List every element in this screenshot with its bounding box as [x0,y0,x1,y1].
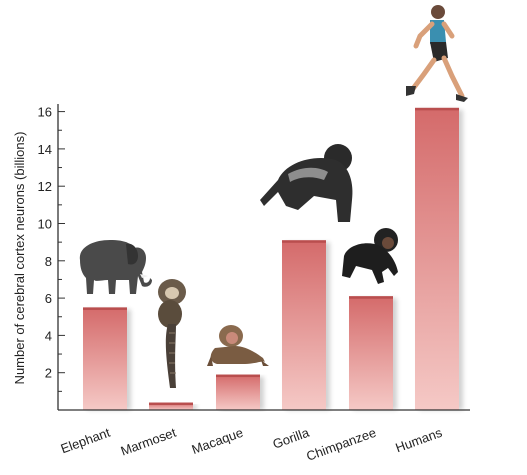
x-tick-label: Macaque [190,425,245,457]
y-tick-label: 6 [45,291,52,306]
bar-top-edge [349,296,393,299]
x-tick-label: Chimpanzee [304,425,378,464]
gorilla-icon [260,144,353,222]
bar-gorilla [282,240,326,410]
y-tick-label: 16 [38,105,52,120]
bars [83,107,463,411]
bar-elephant [83,307,127,410]
bar-chimpanzee [349,296,393,410]
y-tick-label: 4 [45,328,52,343]
x-tick-label: Gorilla [271,424,312,451]
y-tick-label: 10 [38,216,52,231]
chimpanzee-icon [342,228,398,284]
y-axis-ticks: 2 4 6 8 10 12 14 16 [38,105,65,392]
animal-icons [79,5,468,388]
y-tick-label: 2 [45,366,52,381]
y-axis-label: Number of cerebral cortex neurons (billi… [12,132,27,385]
x-axis-labels: Elephant Marmoset Macaque GorillaChimpanzee… [59,424,445,463]
bar-marmoset [149,402,193,410]
x-tick-label: Marmoset [119,425,179,459]
bar-top-edge [216,374,260,378]
bar-macaque [216,374,260,410]
y-tick-label: 14 [38,142,52,157]
bar-humans [415,107,459,411]
bar-top-edge [149,402,193,406]
y-tick-label: 12 [38,179,52,194]
bar-top-edge [282,240,326,243]
y-tick-label: 8 [45,254,52,269]
bar-top-edge [83,307,127,310]
x-tick-label: Humans [393,425,444,456]
elephant-icon [79,240,152,294]
runner-icon [406,5,468,102]
x-tick-label: Elephant [59,425,113,457]
bar-top-edge [415,107,459,111]
marmoset-icon [158,279,186,388]
macaque-icon [207,325,269,366]
